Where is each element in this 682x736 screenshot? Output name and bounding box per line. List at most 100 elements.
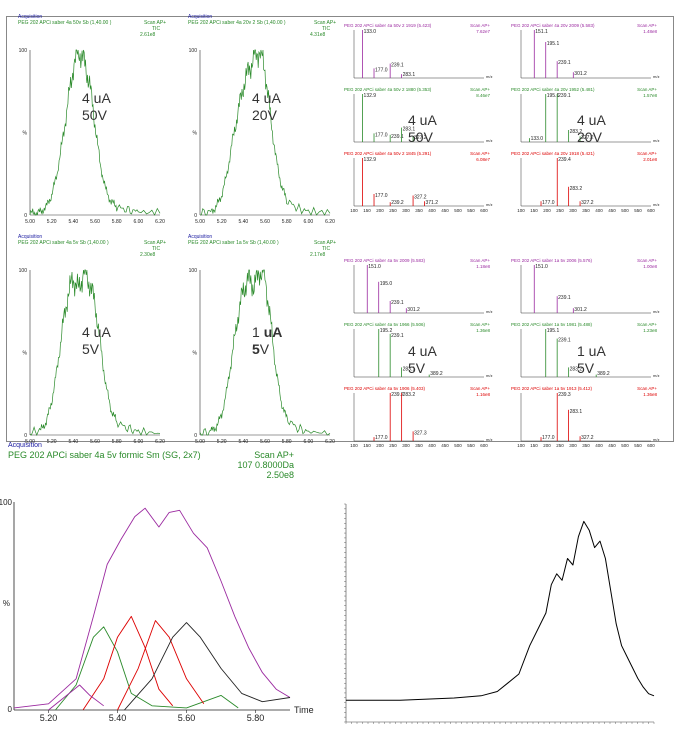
spectrum-intensity: 1.48e8 <box>643 29 657 34</box>
peak-label: 239.1 <box>391 333 404 339</box>
x-tick-label: 5.80 <box>282 219 292 225</box>
mz-tick-label: 550 <box>467 443 475 448</box>
tic-panel: Acquisition PEG 202 APCi saber 4a 5v Sb (… <box>2 234 170 455</box>
mz-tick-label: 100 <box>517 443 525 448</box>
y-tick-label: 0 <box>194 213 197 219</box>
smoothed-chromatogram-plot <box>344 503 655 724</box>
mz-tick-label: 350 <box>415 443 423 448</box>
chromatogram-trace <box>124 622 291 711</box>
mz-tick-label: 450 <box>441 208 449 213</box>
mz-axis-label: m/z <box>486 309 492 314</box>
peak-label: 239.1 <box>558 93 571 99</box>
chromatogram-trace <box>82 615 174 711</box>
spectrum-intensity: 1.23e8 <box>643 328 657 333</box>
peak-label: 283.1 <box>403 366 416 372</box>
x-tick-label: 5.00 <box>195 219 205 225</box>
x-tick-label: 5.20 <box>47 219 57 225</box>
peak-label: 239.1 <box>558 338 571 344</box>
acquisition-label: Acquisition <box>188 234 213 240</box>
chromatogram-trace <box>55 626 239 711</box>
mass-spectrum-stack: PEG 202 APCi saber 4a 5v 2009 (5.583) Sca… <box>338 255 498 455</box>
mz-tick-label: 600 <box>647 443 655 448</box>
peak-label: 283.1 <box>570 409 583 415</box>
x-axis-label: Time <box>294 705 314 715</box>
peak-label: 239.1 <box>558 60 571 66</box>
x-tick-label: 5.80 <box>247 713 265 723</box>
peak-label: 151.0 <box>368 264 381 270</box>
spectrum-scan-mode: Scan AP+ <box>470 87 490 92</box>
peak-label: 239.3 <box>558 392 571 398</box>
intensity-value: 2.50e8 <box>266 470 294 480</box>
scan-mode: Scan AP+ <box>144 20 167 26</box>
x-tick-label: 5.40 <box>109 713 127 723</box>
x-tick-label: 5.60 <box>90 219 100 225</box>
mz-tick-label: 200 <box>543 208 551 213</box>
mz-tick-label: 550 <box>634 443 642 448</box>
tic-title: PEG 202 APCi saber 1a 5v Sb (1,40.00 ) <box>188 240 279 246</box>
tic-trace <box>29 269 161 436</box>
tic-intensity: 2.17e8 <box>310 252 326 258</box>
mz-tick-label: 250 <box>389 443 397 448</box>
mz-axis-label: m/z <box>486 74 492 79</box>
condition-annotation: 4 uA 50V <box>82 90 111 123</box>
mz-tick-label: 100 <box>517 208 525 213</box>
mz-tick-label: 200 <box>376 443 384 448</box>
mz-tick-label: 500 <box>454 208 462 213</box>
x-tick-label: 5.20 <box>217 219 227 225</box>
scan-mode: Scan AP+ <box>254 450 294 460</box>
mz-axis-label: m/z <box>486 138 492 143</box>
peak-label: 239.4 <box>558 157 571 163</box>
tic-trace <box>199 49 331 216</box>
spectrum-title: PEG 202 APCi saber 4a 20v 2009 (5.583) <box>511 23 595 28</box>
mz-axis-label: m/z <box>486 437 492 442</box>
x-tick-label: 6.20 <box>325 219 335 225</box>
smoothed-trace <box>346 520 655 701</box>
condition-annotation: 4 uA 5V <box>408 343 437 376</box>
acquisition-label: Acquisition <box>18 14 43 20</box>
peak-label: 195.1 <box>547 328 560 334</box>
scan-mode: Scan AP+ <box>144 240 167 246</box>
mass-range: 107 0.8000Da <box>237 460 294 470</box>
peak-label: 301.2 <box>407 307 420 313</box>
condition-annotation: 1 uA 5V <box>577 343 606 376</box>
peak-label: 239.2 <box>391 200 404 206</box>
tic-label: TIC <box>152 246 161 252</box>
tic-title: PEG 202 APCi saber 4a 5v Sb (1,40.00 ) <box>18 240 109 246</box>
spectrum-scan-mode: Scan AP+ <box>637 87 657 92</box>
mz-tick-label: 400 <box>595 443 603 448</box>
x-tick-label: 5.20 <box>47 439 57 445</box>
peak-label: 327.3 <box>414 430 427 436</box>
tic-plot: 5.00 5.20 5.40 5.60 5.80 6.00 6.20 0% 100 <box>189 48 335 225</box>
peak-label: 301.2 <box>574 71 587 77</box>
mz-tick-label: 350 <box>415 208 423 213</box>
peak-label: 133.0 <box>531 136 544 142</box>
x-tick-label: 5.40 <box>68 219 78 225</box>
peak-label: 283.1 <box>403 127 416 133</box>
mz-tick-label: 500 <box>621 443 629 448</box>
spectrum-intensity: 1.16e8 <box>476 392 490 397</box>
peak-label: 177.0 <box>542 435 555 441</box>
x-tick-label: 5.40 <box>238 439 248 445</box>
spectrum-scan-mode: Scan AP+ <box>637 151 657 156</box>
peak-label: 327.2 <box>414 194 427 200</box>
y-tick-label: % <box>193 131 198 137</box>
y-tick-label: 0 <box>24 213 27 219</box>
chromatogram-trace <box>48 684 104 711</box>
peak-label: 283.2 <box>403 392 416 398</box>
y-tick-label: % <box>193 351 198 357</box>
peak-label: 239.1 <box>391 300 404 306</box>
peak-label: 195.1 <box>547 93 560 99</box>
chromatogram-trace <box>13 507 291 709</box>
x-tick-label: 6.20 <box>325 439 335 445</box>
mz-tick-label: 450 <box>608 443 616 448</box>
mz-axis-label: m/z <box>486 202 492 207</box>
peak-label: 177.0 <box>375 67 388 73</box>
mz-tick-label: 150 <box>530 443 538 448</box>
x-tick-label: 5.80 <box>112 439 122 445</box>
scan-mode: Scan AP+ <box>314 240 337 246</box>
spectrum-title: PEG 202 APCi saber 1a 5v 2006 (5.576) <box>511 258 593 263</box>
